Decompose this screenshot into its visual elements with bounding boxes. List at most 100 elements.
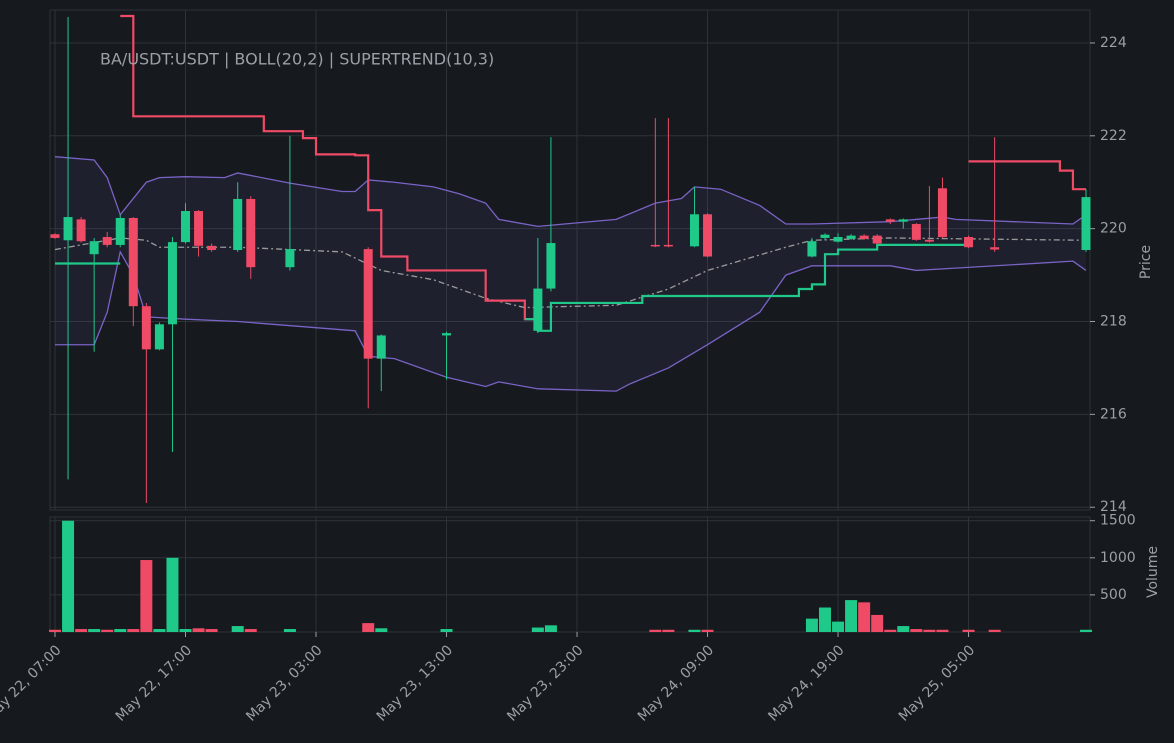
volume-bar <box>988 629 1001 632</box>
chart-title: BA/USDT:USDT | BOLL(20,2) | SUPERTREND(1… <box>100 50 494 69</box>
candle-body <box>181 211 191 243</box>
candle-body <box>937 188 947 238</box>
candle-body <box>964 237 974 248</box>
volume-bar <box>884 629 897 632</box>
candle-body <box>1081 197 1091 251</box>
candle-body <box>207 245 217 251</box>
volume-bar <box>649 629 662 632</box>
volume-bar <box>962 629 975 632</box>
candle-body <box>285 249 295 268</box>
candle-body <box>885 219 895 222</box>
candle-body <box>246 198 256 268</box>
candle-body <box>911 224 921 240</box>
indicator-line <box>968 160 1086 191</box>
candle-body <box>128 217 138 307</box>
candle-body <box>63 217 73 241</box>
candle-body <box>194 211 204 246</box>
candle-body <box>689 214 699 247</box>
volume-bar <box>127 629 140 632</box>
y-tick-label: 214 <box>1100 499 1127 515</box>
candle-body <box>533 288 543 331</box>
indicator-line <box>54 156 1087 227</box>
candle-body <box>546 243 556 289</box>
band-fill <box>55 156 1086 392</box>
volume-bar <box>923 629 936 632</box>
volume-bar <box>375 628 388 632</box>
volume-bar <box>688 629 701 632</box>
volume-bar <box>936 629 949 632</box>
y-tick-label: 224 <box>1100 35 1127 51</box>
volume-bar <box>845 600 858 632</box>
y-tick-label: 216 <box>1100 406 1127 422</box>
volume-bar <box>88 629 101 632</box>
volume-bar <box>531 627 544 632</box>
volume-bar <box>166 557 179 632</box>
volume-bar <box>805 618 818 632</box>
price-panel <box>49 9 1091 511</box>
y-tick-label: 500 <box>1100 587 1127 603</box>
volume-bar <box>179 629 192 632</box>
volume-bar <box>205 629 218 632</box>
volume-bar <box>153 629 166 632</box>
candle-body <box>872 235 882 244</box>
volume-panel <box>49 516 1091 633</box>
y-tick-label: 1000 <box>1100 550 1136 566</box>
volume-bar <box>49 629 61 632</box>
volume-bar <box>140 560 153 632</box>
candle-body <box>990 247 1000 250</box>
candle-body <box>102 237 112 245</box>
candle-body <box>703 214 713 257</box>
candle-body <box>807 241 817 257</box>
candle-body <box>924 239 934 242</box>
y-axis-label: Price <box>1138 245 1154 279</box>
y-tick-label: 218 <box>1100 314 1127 330</box>
indicator-line <box>120 14 538 321</box>
volume-bar <box>832 621 845 632</box>
candle-body <box>141 306 151 350</box>
volume-bar <box>1080 629 1092 632</box>
y-tick-label: 222 <box>1100 128 1127 144</box>
volume-bar <box>871 614 884 632</box>
volume-bar <box>440 629 453 632</box>
candle-body <box>820 234 830 238</box>
volume-bar <box>244 629 257 632</box>
indicator-line <box>54 237 1087 309</box>
volume-bar <box>192 628 205 632</box>
y-axis-label: Volume <box>1145 546 1161 598</box>
candle-body <box>846 235 856 239</box>
y-tick-label: 220 <box>1100 221 1127 237</box>
volume-bar <box>283 629 296 632</box>
candle-body <box>859 235 869 239</box>
volume-bar <box>62 520 75 632</box>
volume-bar <box>231 626 244 632</box>
candle-body <box>833 237 843 242</box>
volume-bar <box>910 629 923 632</box>
volume-bar <box>818 607 831 632</box>
candle-body <box>663 244 673 247</box>
volume-bar <box>544 625 557 632</box>
candle-body <box>89 241 99 255</box>
candle-body <box>167 242 177 325</box>
volume-bar <box>701 629 714 632</box>
candle-body <box>115 217 125 245</box>
candle-body <box>376 335 386 359</box>
candle-body <box>898 219 908 222</box>
candle-body <box>76 219 86 242</box>
volume-bar <box>101 629 114 632</box>
candle-body <box>442 333 452 336</box>
volume-bar <box>114 629 127 632</box>
candle-body <box>650 244 660 247</box>
volume-bar <box>75 629 88 632</box>
indicator-line <box>524 243 969 332</box>
candle-body <box>154 324 164 350</box>
volume-bar <box>897 626 910 632</box>
volume-bar <box>362 623 375 632</box>
volume-bar <box>858 602 871 632</box>
candle-body <box>233 198 243 251</box>
volume-bar <box>662 629 675 632</box>
y-tick-label: 1500 <box>1100 513 1136 529</box>
candle-body <box>50 234 60 238</box>
candle-body <box>363 249 373 359</box>
